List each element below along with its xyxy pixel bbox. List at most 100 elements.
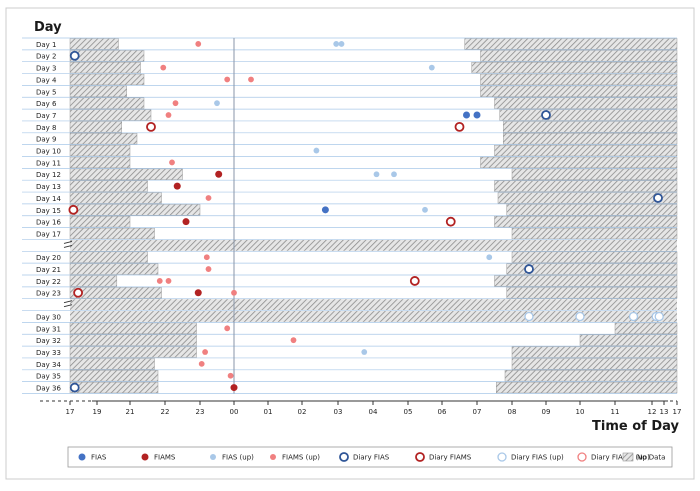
data-point-fiams-up <box>165 112 172 118</box>
data-point-fiams <box>215 170 223 178</box>
no-data-band <box>511 251 678 263</box>
data-point-fiams-up <box>248 76 254 83</box>
chart-row: Day 10 <box>36 144 678 157</box>
row-label: Day 31 <box>36 325 61 333</box>
legend-item: FIAMS (up) <box>270 454 320 462</box>
chart-row: Day 17 <box>36 227 678 240</box>
chart-row: Day 5 <box>36 85 678 98</box>
data-point-fiams-up <box>224 325 231 332</box>
chart-row: Day 14 <box>36 192 678 204</box>
data-point-fiams-up <box>165 278 172 284</box>
legend-label: Diary FIAS <box>353 454 390 462</box>
no-data-band <box>69 156 131 169</box>
data-point-fias-up <box>486 254 493 261</box>
no-data-band <box>69 109 152 121</box>
no-data-band <box>69 97 145 109</box>
chart-row: Day 3 <box>36 61 678 74</box>
legend-label: No Data <box>637 454 665 462</box>
no-data-band <box>69 346 197 358</box>
no-data-band <box>506 204 678 216</box>
no-data-band <box>69 61 141 74</box>
chart-row: Day 30 <box>36 310 677 323</box>
x-tick-label: 02 <box>298 408 307 416</box>
chart-row: Day 4 <box>36 73 678 86</box>
row-label: Day 10 <box>36 148 61 156</box>
no-data-band <box>494 97 678 109</box>
data-point-fias-up <box>313 147 320 154</box>
data-point-diary-fiams <box>409 276 420 286</box>
data-point-diary-fiams <box>445 216 456 227</box>
no-data-band <box>494 275 678 287</box>
no-data-band <box>506 263 678 275</box>
row-label: Day 30 <box>36 313 61 321</box>
legend-label: Diary FIAS (up) <box>511 454 564 462</box>
no-data-band <box>69 50 145 62</box>
no-data-band <box>494 216 678 228</box>
row-label: Day 32 <box>36 337 61 345</box>
legend-label: FIAS <box>91 454 107 462</box>
no-data-band <box>511 168 678 180</box>
data-point-fiams-up <box>227 372 234 379</box>
data-point-fiams-up <box>205 195 212 201</box>
data-point-diary-fias-up <box>524 311 534 322</box>
chart-row: Day 31 <box>36 322 678 335</box>
legend-item: No Data <box>622 452 665 462</box>
legend-swatch <box>577 452 587 462</box>
row-label: Day 33 <box>36 349 61 357</box>
x-tick-label: 13 <box>660 408 669 416</box>
chart-row: Day 7 <box>36 109 678 121</box>
x-tick-label: 03 <box>334 408 343 416</box>
row-label: Day 12 <box>36 171 61 179</box>
no-data-band <box>69 180 148 192</box>
row-label: Day 8 <box>36 124 57 132</box>
no-data-band <box>499 109 678 121</box>
data-point-diary-fias-up <box>628 311 639 322</box>
no-data-band <box>69 144 131 157</box>
x-axis-title: Time of Day <box>592 419 679 434</box>
row-label: Day 2 <box>36 53 57 61</box>
legend-swatch <box>270 454 276 460</box>
data-point-fias-up <box>333 41 340 47</box>
chart-row: Day 6 <box>36 97 678 110</box>
no-data-band <box>471 61 678 74</box>
x-tick-label: 06 <box>438 408 447 416</box>
chart-row: Day 23 <box>36 286 678 299</box>
legend: FIAS FIAMS FIAS (up) FIAMS (up) Diary FIAS Di… <box>67 446 673 468</box>
x-axis: 17 19 21 22 23 00 01 02 03 04 05 06 07 08 09 10 11 12 13 17 <box>40 400 681 416</box>
no-data-band <box>496 381 678 394</box>
data-point-fiams-up <box>169 159 175 166</box>
data-point-diary-fiams <box>454 121 465 132</box>
axis-break-mark <box>63 300 73 308</box>
no-data-band <box>69 370 159 382</box>
legend-swatch <box>622 452 634 462</box>
rows-layer: Day 1 Day 2 Day 3 Day 4 Day 5 Day 6 Day 7 Day 8… <box>36 38 678 394</box>
data-point-diary-fias-up <box>654 311 664 322</box>
data-point-fiams-up <box>205 266 212 272</box>
data-point-fiams <box>194 289 202 297</box>
axis-break-mark <box>63 240 73 248</box>
no-data-band <box>503 133 678 145</box>
legend-swatch <box>78 453 86 461</box>
no-data-band <box>69 287 162 299</box>
row-label: Day 17 <box>36 230 61 238</box>
x-tick-label: 11 <box>611 408 620 416</box>
legend-item: Diary FIAMS <box>415 452 472 462</box>
no-data-band <box>511 358 678 370</box>
x-tick-label: 09 <box>542 408 551 416</box>
data-point-fias-up <box>338 41 345 47</box>
data-point-diary-fias <box>69 50 80 61</box>
no-data-band <box>614 322 678 334</box>
chart-row: Day 20 <box>36 251 678 264</box>
chart-row: Day 32 <box>36 334 678 347</box>
x-tick-label: 01 <box>264 408 273 416</box>
x-tick-label: 00 <box>230 408 239 416</box>
no-data-band <box>480 85 678 98</box>
no-data-band <box>69 204 201 216</box>
data-point-fiams-up <box>224 76 231 83</box>
legend-label: Diary FIAMS (up) <box>591 454 650 462</box>
no-data-band <box>70 239 677 251</box>
no-data-band <box>69 322 197 334</box>
no-data-band <box>70 299 677 311</box>
x-tick-label: 10 <box>576 408 585 416</box>
